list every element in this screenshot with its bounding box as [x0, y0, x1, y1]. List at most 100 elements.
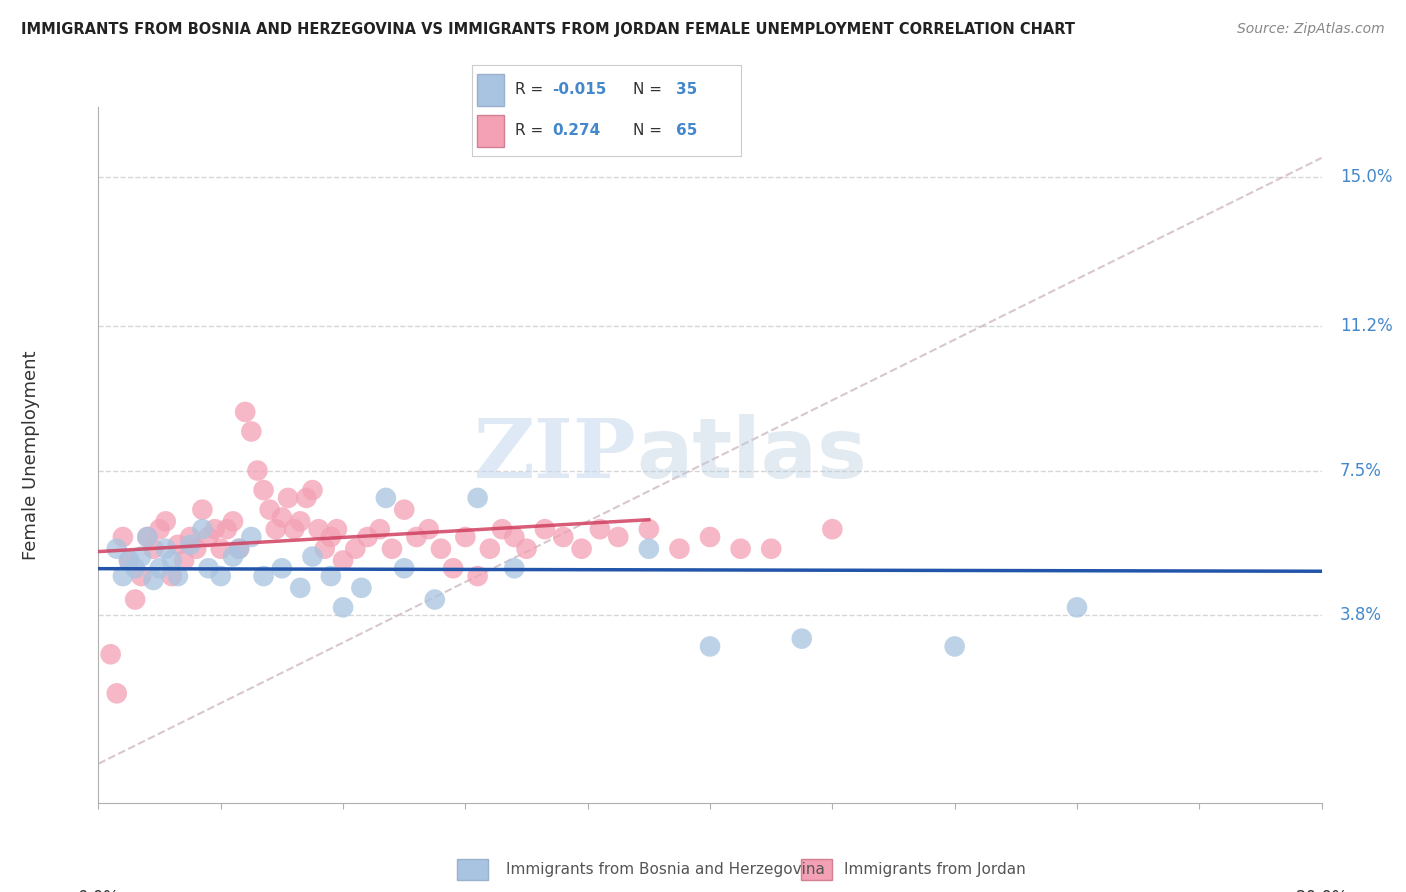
Point — [228, 541, 250, 556]
Point — [173, 553, 195, 567]
Point — [553, 530, 575, 544]
Text: N =: N = — [633, 82, 662, 97]
Point — [290, 514, 312, 528]
Point — [105, 541, 128, 556]
Point — [699, 530, 721, 544]
Text: Immigrants from Jordan: Immigrants from Jordan — [844, 863, 1025, 877]
Point — [332, 600, 354, 615]
Point — [392, 502, 416, 516]
Text: Source: ZipAtlas.com: Source: ZipAtlas.com — [1237, 22, 1385, 37]
Point — [392, 561, 416, 575]
Point — [478, 541, 501, 556]
Point — [314, 541, 336, 556]
Point — [344, 541, 367, 556]
Point — [160, 553, 183, 567]
Point — [943, 640, 966, 654]
Point — [759, 541, 782, 556]
Point — [356, 530, 378, 544]
Point — [381, 541, 404, 556]
Point — [136, 530, 159, 544]
Point — [167, 569, 190, 583]
Point — [790, 632, 813, 646]
Point — [252, 483, 274, 497]
Point — [124, 561, 146, 575]
Text: 7.5%: 7.5% — [1340, 461, 1382, 480]
Point — [155, 541, 177, 556]
Point — [374, 491, 396, 505]
Point — [155, 514, 177, 528]
Point — [332, 553, 354, 567]
Point — [319, 530, 342, 544]
Point — [430, 541, 453, 556]
Point — [191, 502, 214, 516]
Point — [136, 530, 159, 544]
Point — [368, 522, 391, 536]
Point — [197, 530, 219, 544]
Text: 20.0%: 20.0% — [1295, 888, 1348, 892]
Text: 3.8%: 3.8% — [1340, 607, 1382, 624]
Text: Immigrants from Bosnia and Herzegovina: Immigrants from Bosnia and Herzegovina — [506, 863, 825, 877]
Point — [215, 522, 238, 536]
Text: atlas: atlas — [637, 415, 868, 495]
Point — [270, 510, 292, 524]
Point — [129, 569, 152, 583]
Point — [308, 522, 330, 536]
Point — [589, 522, 612, 536]
Point — [571, 541, 593, 556]
Point — [350, 581, 373, 595]
Point — [111, 569, 134, 583]
Point — [290, 581, 312, 595]
Text: IMMIGRANTS FROM BOSNIA AND HERZEGOVINA VS IMMIGRANTS FROM JORDAN FEMALE UNEMPLOY: IMMIGRANTS FROM BOSNIA AND HERZEGOVINA V… — [21, 22, 1076, 37]
Text: N =: N = — [633, 123, 662, 138]
FancyBboxPatch shape — [477, 74, 503, 106]
Text: -0.015: -0.015 — [553, 82, 606, 97]
Point — [209, 569, 232, 583]
Point — [124, 592, 146, 607]
Point — [821, 522, 844, 536]
Point — [160, 569, 183, 583]
Point — [637, 541, 661, 556]
Point — [197, 561, 219, 575]
Point — [441, 561, 464, 575]
Point — [277, 491, 299, 505]
Point — [118, 553, 141, 567]
Point — [283, 522, 305, 536]
Point — [301, 549, 323, 564]
Point — [503, 561, 526, 575]
Point — [167, 538, 190, 552]
Point — [607, 530, 630, 544]
Point — [149, 522, 172, 536]
Point — [491, 522, 513, 536]
Point — [252, 569, 274, 583]
Point — [142, 541, 165, 556]
Point — [240, 530, 263, 544]
Point — [418, 522, 440, 536]
Point — [240, 425, 263, 439]
Point — [301, 483, 323, 497]
Point — [516, 541, 538, 556]
Point — [100, 647, 122, 661]
Point — [319, 569, 342, 583]
Point — [142, 573, 165, 587]
Text: Female Unemployment: Female Unemployment — [22, 351, 41, 559]
FancyBboxPatch shape — [477, 115, 503, 146]
Point — [730, 541, 752, 556]
Point — [259, 502, 281, 516]
Point — [149, 561, 172, 575]
Point — [179, 538, 201, 552]
Point — [405, 530, 427, 544]
Point — [264, 522, 287, 536]
Point — [191, 522, 214, 536]
Point — [454, 530, 477, 544]
Point — [534, 522, 557, 536]
Point — [186, 541, 208, 556]
Point — [105, 686, 128, 700]
Point — [228, 541, 250, 556]
Text: 35: 35 — [676, 82, 697, 97]
Point — [209, 541, 232, 556]
Text: 65: 65 — [676, 123, 697, 138]
Point — [204, 522, 226, 536]
Point — [637, 522, 661, 536]
Point — [668, 541, 690, 556]
Point — [503, 530, 526, 544]
